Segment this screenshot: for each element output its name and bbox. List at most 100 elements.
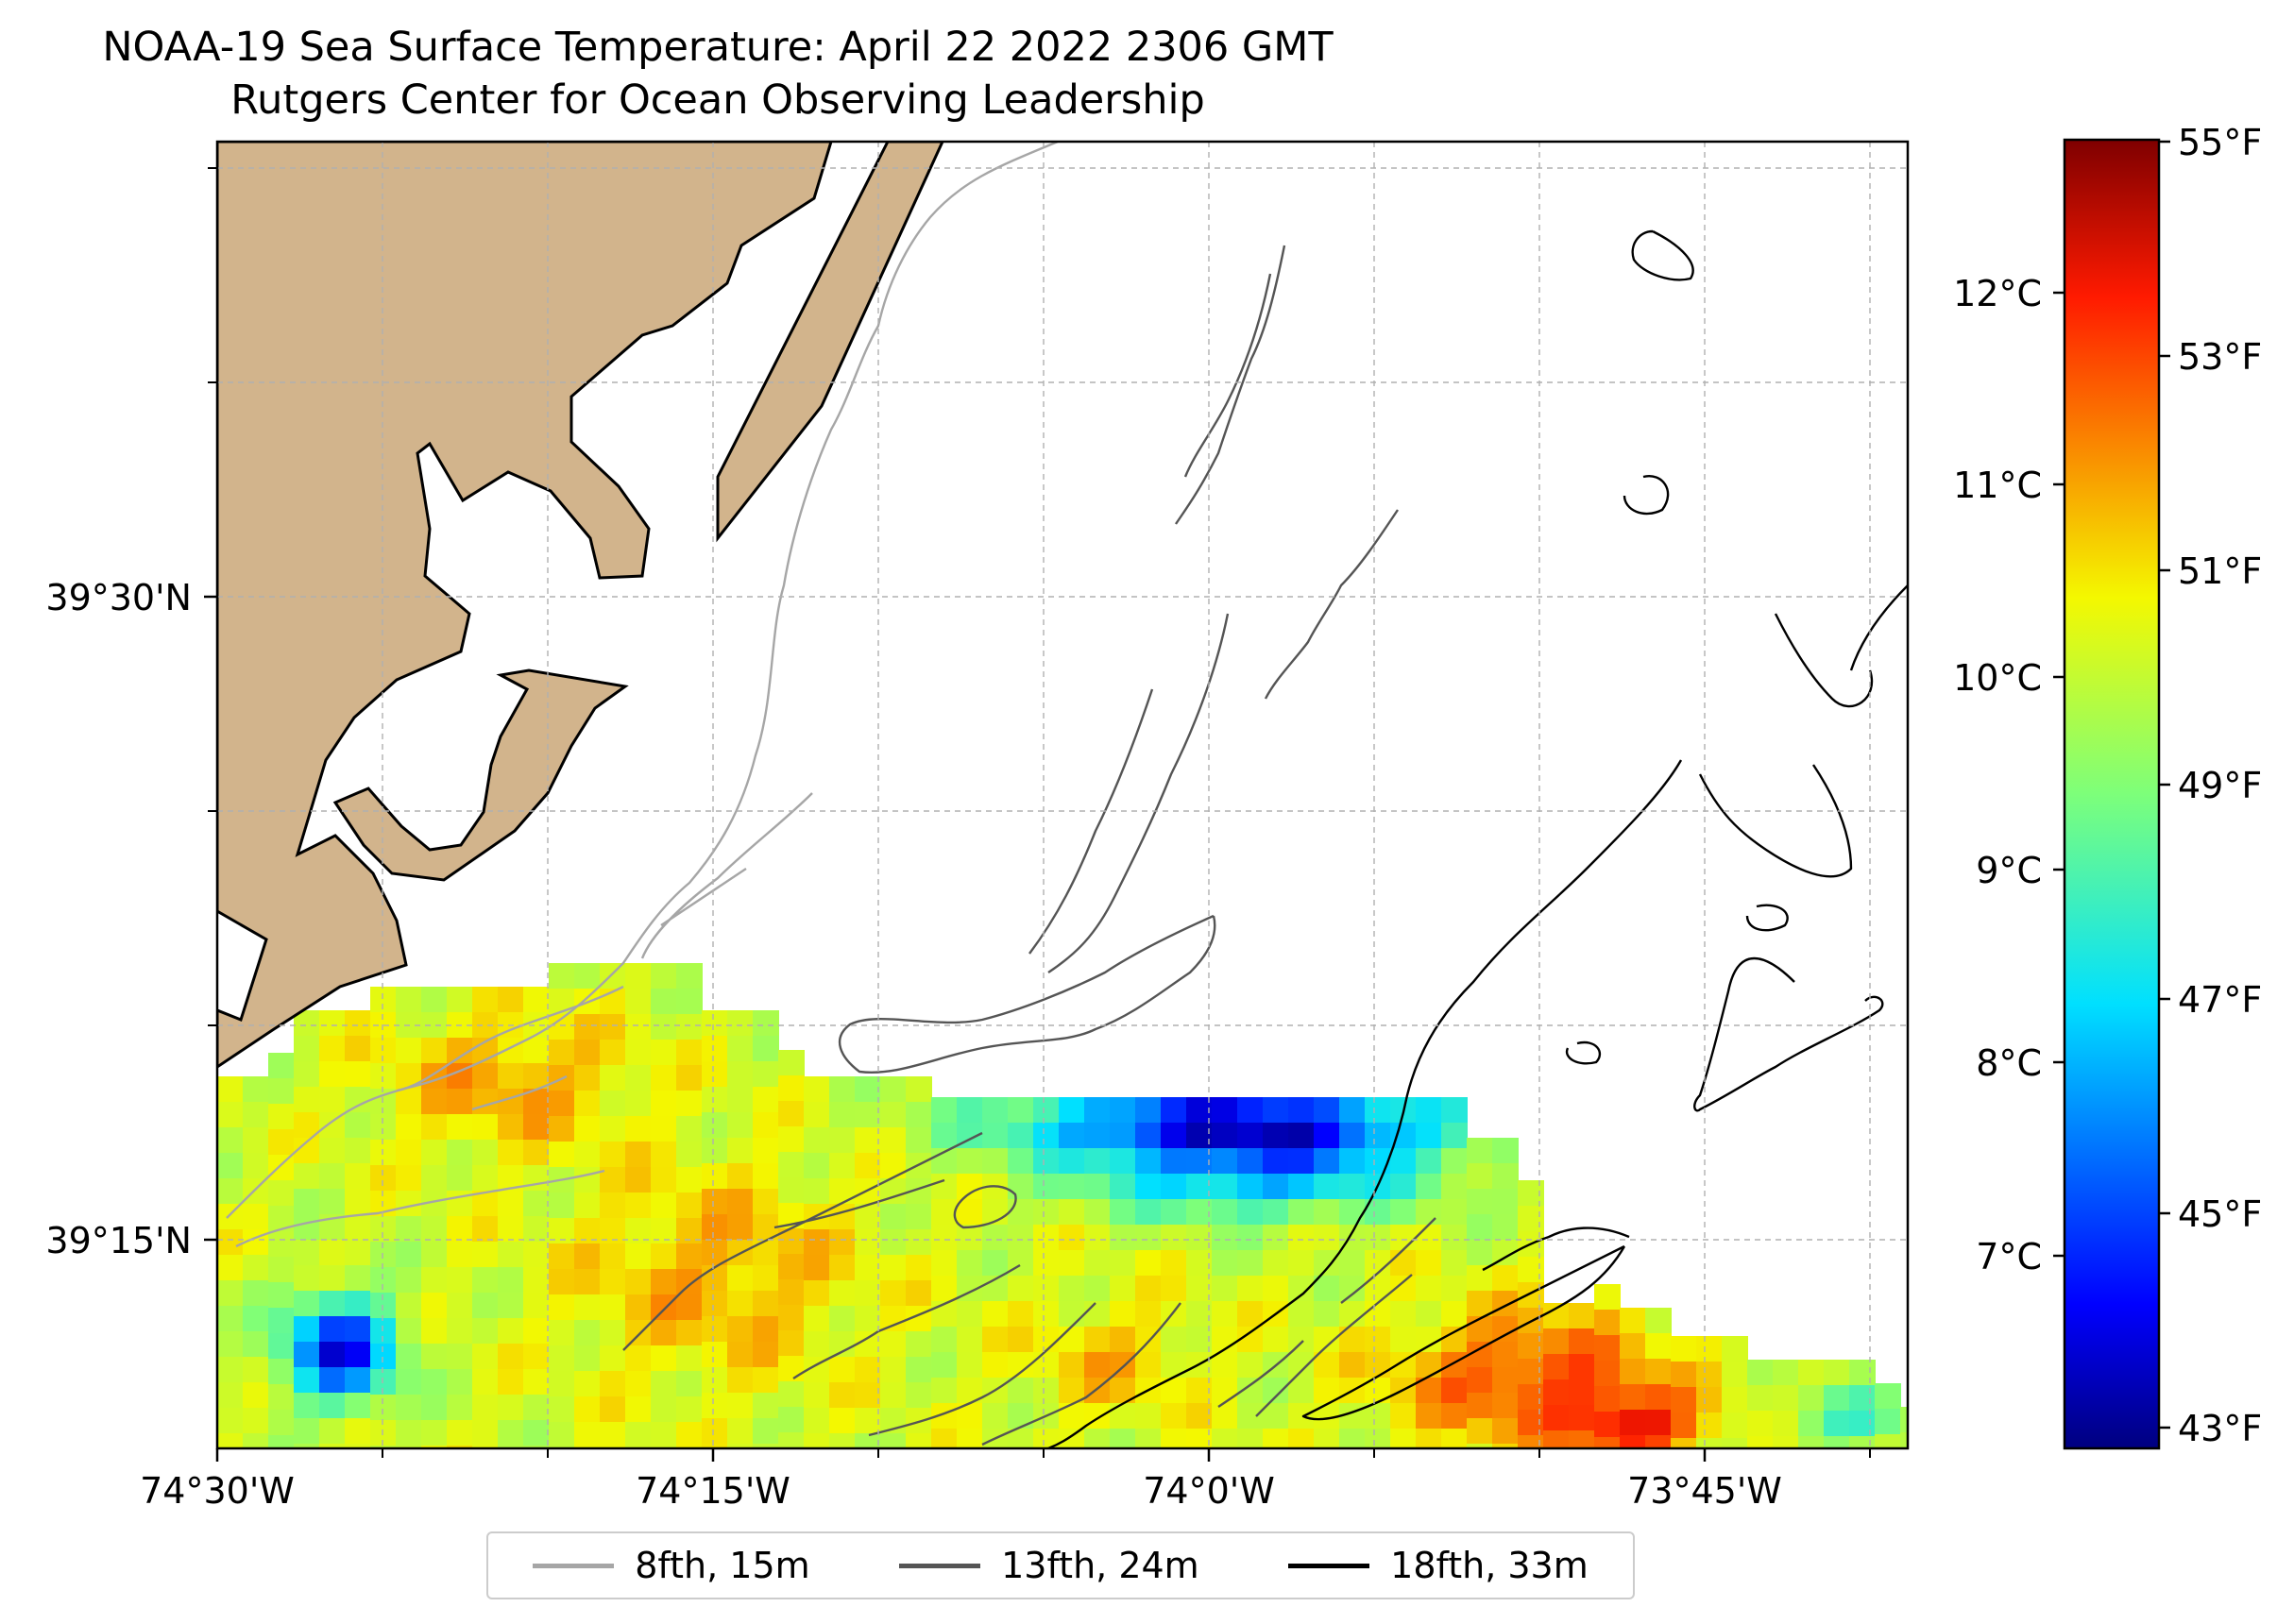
sst-pixel <box>1008 1301 1034 1328</box>
sst-pixel <box>982 1352 1009 1379</box>
sst-pixel <box>294 1367 320 1394</box>
sst-pixel <box>753 1367 779 1394</box>
sst-pixel <box>268 1282 295 1309</box>
sst-pixel <box>1110 1378 1136 1404</box>
sst-pixel <box>1110 1301 1136 1328</box>
sst-pixel <box>804 1280 830 1307</box>
sst-pixel <box>829 1178 856 1205</box>
sst-pixel <box>268 1384 295 1411</box>
sst-pixel <box>1263 1327 1289 1353</box>
sst-pixel <box>1390 1148 1417 1175</box>
sst-pixel <box>1390 1174 1417 1200</box>
sst-pixel <box>982 1097 1009 1124</box>
sst-pixel <box>625 1396 652 1423</box>
sst-pixel <box>625 1371 652 1397</box>
sst-pixel <box>1135 1301 1162 1328</box>
sst-pixel <box>727 1291 754 1317</box>
sst-pixel <box>574 1142 601 1168</box>
sst-pixel <box>1237 1225 1264 1251</box>
sst-pixel <box>957 1148 983 1175</box>
sst-pixel <box>472 1267 499 1294</box>
sst-pixel <box>931 1429 958 1448</box>
sst-pixel <box>1339 1403 1366 1429</box>
sst-pixel <box>931 1250 958 1277</box>
sst-pixel <box>243 1127 269 1154</box>
sst-pixel <box>345 1240 371 1266</box>
sst-pixel <box>1110 1250 1136 1277</box>
sst-pixel <box>753 1291 779 1317</box>
sst-pixel <box>1543 1405 1570 1431</box>
sst-pixel <box>1314 1250 1340 1277</box>
sst-pixel <box>243 1433 269 1448</box>
sst-pixel <box>855 1255 881 1281</box>
sst-pixel <box>1135 1148 1162 1175</box>
sst-pixel <box>727 1444 754 1448</box>
sst-pixel <box>1849 1385 1876 1412</box>
sst-pixel <box>345 1291 371 1317</box>
isobath-legend: 8fth, 15m 13fth, 24m 18fth, 33m <box>486 1531 1635 1599</box>
sst-pixel <box>676 1065 703 1091</box>
sst-pixel <box>549 1371 575 1397</box>
sst-pixel <box>1237 1276 1264 1302</box>
sst-pixel <box>472 1369 499 1396</box>
sst-pixel <box>396 1446 422 1448</box>
sst-pixel <box>1314 1174 1340 1200</box>
sst-pixel <box>1645 1359 1672 1385</box>
sst-pixel <box>778 1101 805 1127</box>
sst-pixel <box>676 1371 703 1397</box>
sst-pixel <box>396 1242 422 1268</box>
sst-pixel <box>498 1140 524 1166</box>
sst-pixel <box>549 1091 575 1117</box>
sst-pixel <box>1033 1429 1060 1448</box>
sst-pixel <box>472 1446 499 1448</box>
sst-pixel <box>1288 1327 1315 1353</box>
sst-pixel <box>1441 1225 1468 1251</box>
sst-pixel <box>829 1382 856 1409</box>
sst-pixel <box>1365 1301 1391 1328</box>
sst-pixel <box>472 1344 499 1370</box>
sst-pixel <box>1339 1250 1366 1277</box>
sst-pixel <box>880 1153 907 1179</box>
sst-pixel <box>727 1265 754 1292</box>
legend-item-13fth: 13fth, 24m <box>899 1545 1199 1586</box>
sst-pixel <box>319 1367 346 1394</box>
sst-pixel <box>217 1076 244 1103</box>
isobath-33m-main <box>1047 759 1683 1448</box>
sst-pixel <box>804 1331 830 1358</box>
sst-pixel <box>1084 1250 1111 1277</box>
sst-pixel <box>906 1229 932 1256</box>
sst-pixel <box>625 1218 652 1244</box>
sst-pixel <box>498 1446 524 1448</box>
sst-pixel <box>294 1061 320 1088</box>
sst-pixel <box>549 1422 575 1448</box>
sst-pixel <box>753 1189 779 1215</box>
sst-pixel <box>345 1010 371 1037</box>
legend-swatch <box>1288 1563 1370 1568</box>
sst-pixel <box>421 1089 448 1115</box>
sst-pixel <box>778 1050 805 1076</box>
sst-pixel <box>1671 1438 1697 1448</box>
sst-pixel <box>1263 1097 1289 1124</box>
sst-pixel <box>676 1243 703 1270</box>
sst-pixel <box>829 1433 856 1448</box>
sst-pixel <box>753 1163 779 1190</box>
sst-pixel <box>957 1225 983 1251</box>
sst-pixel <box>600 1243 626 1270</box>
sst-pixel <box>396 1293 422 1319</box>
sst-pixel <box>1569 1303 1595 1329</box>
sst-pixel <box>1365 1429 1391 1448</box>
sst-pixel <box>1441 1174 1468 1200</box>
sst-pixel <box>957 1250 983 1277</box>
sst-pixel <box>1314 1225 1340 1251</box>
sst-pixel <box>600 1269 626 1295</box>
sst-pixel <box>1186 1123 1213 1149</box>
sst-pixel <box>447 987 473 1013</box>
sst-pixel <box>778 1407 805 1433</box>
sst-pixel <box>1594 1335 1621 1362</box>
sst-pixel <box>1008 1199 1034 1226</box>
sst-pixel <box>651 1091 677 1117</box>
sst-pixel <box>880 1433 907 1448</box>
sst-pixel <box>472 1165 499 1192</box>
sst-pixel <box>931 1276 958 1302</box>
